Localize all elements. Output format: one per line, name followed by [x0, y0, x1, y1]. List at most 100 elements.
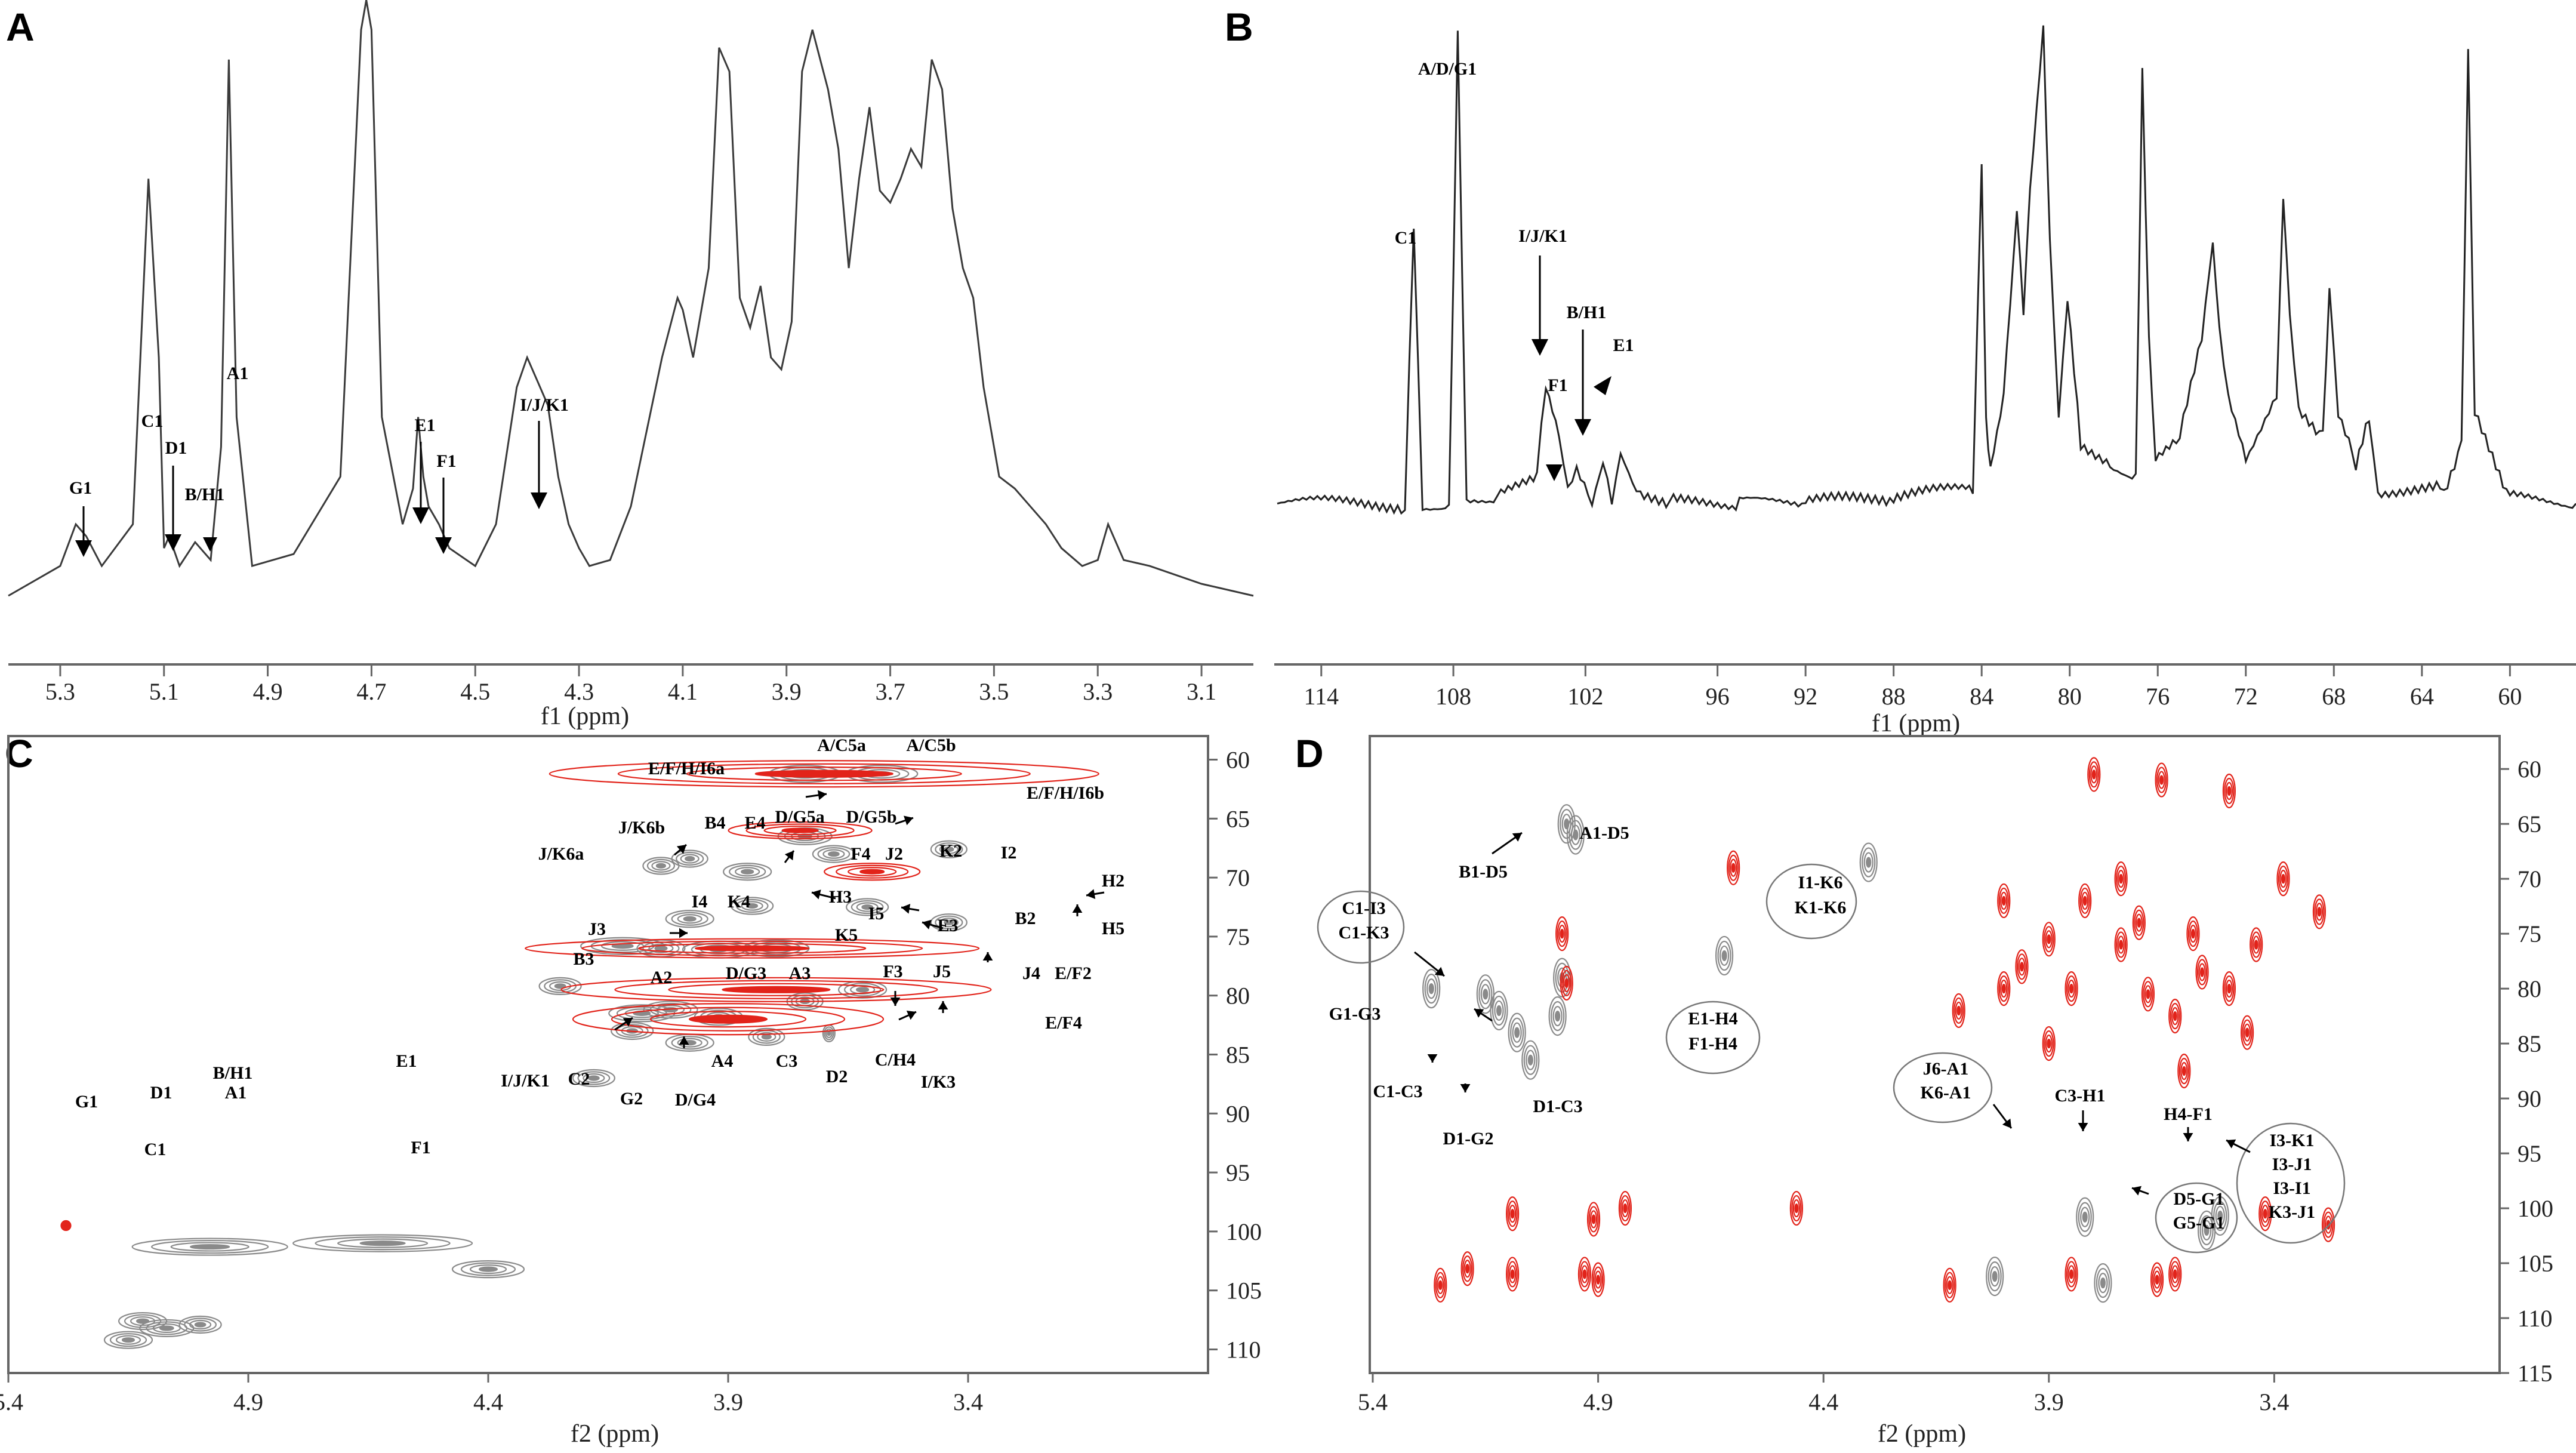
- panel-d-frame: [1369, 735, 2501, 1374]
- red-cross-peak: [1727, 850, 1740, 885]
- label-d1: D1: [165, 438, 187, 458]
- panel-b-tick-label: 88: [1882, 683, 1906, 710]
- peak-arrow: [811, 889, 836, 900]
- label-f1: F1: [1548, 375, 1567, 395]
- gray-cross-peak: [572, 1069, 615, 1088]
- correlation-label: J6-A1: [1923, 1059, 1969, 1079]
- peak-label: J/K6a: [538, 844, 584, 864]
- gray-cross-peak: [846, 898, 889, 916]
- peak-label: K5: [835, 925, 858, 945]
- peak-label: B4: [704, 813, 725, 833]
- label-bh1: B/H1: [185, 485, 225, 504]
- peak-arrow: [901, 904, 920, 914]
- correlation-label: K1-K6: [1795, 898, 1847, 918]
- peak-label: J/K6b: [618, 818, 665, 838]
- panel-a-tick-label: 3.3: [1083, 678, 1113, 705]
- red-cross-peak: [1591, 1262, 1605, 1297]
- label-group-ellipse: [2236, 1122, 2346, 1244]
- panel-b-13c-spectrum: 114 108 102 96 92 88 84 80 76 72 68 64 60 f1 (ppm) C…: [1274, 25, 2576, 737]
- panel-a-tick-label: 4.9: [253, 678, 283, 705]
- x-tick-label: 4.9: [1583, 1389, 1613, 1415]
- label-c1: C1: [1395, 228, 1417, 248]
- y-tick-label: 90: [2518, 1085, 2541, 1112]
- label-group-ellipse: [2155, 1182, 2238, 1254]
- gray-cross-peak: [118, 1312, 168, 1331]
- gray-cross-peak: [1566, 815, 1585, 855]
- y-tick-label: 80: [1226, 983, 1250, 1009]
- y-tick-label: 65: [1226, 805, 1250, 832]
- y-tick-label: 85: [1226, 1042, 1250, 1069]
- peak-label: E4: [744, 813, 765, 833]
- red-cross-peak: [1997, 883, 2011, 919]
- peak-label: I5: [868, 904, 885, 923]
- peak-label: J2: [885, 844, 903, 864]
- gray-cross-peak: [1476, 974, 1495, 1014]
- peak-label: A3: [789, 963, 811, 983]
- panel-a-spectrum-line: [8, 0, 1254, 597]
- peak-label: E/F4: [1045, 1013, 1082, 1033]
- correlation-label: A1-D5: [1579, 823, 1629, 843]
- peak-label: D1: [150, 1083, 172, 1103]
- gray-cross-peak: [642, 857, 680, 875]
- red-cross-peak: [2141, 977, 2155, 1012]
- red-cross-peak: [2222, 773, 2236, 809]
- gray-cross-peak: [1859, 842, 1878, 882]
- correlation-label: D5-G1: [2174, 1189, 2224, 1209]
- red-cross-peak: [2114, 861, 2128, 897]
- correlation-label: I3-K1: [2270, 1131, 2315, 1150]
- peak-label: H5: [1102, 919, 1124, 938]
- red-cross-peak: [2177, 1053, 2191, 1089]
- label-group-ellipse: [1317, 890, 1405, 964]
- peak-arrow: [805, 790, 827, 801]
- correlation-label: I3-J1: [2272, 1155, 2312, 1174]
- panel-b-tick-label: 68: [2322, 683, 2346, 710]
- y-tick-label: 85: [2518, 1030, 2541, 1057]
- red-cross-peak: [1586, 1202, 1601, 1237]
- correlation-arrow: [1474, 1008, 1493, 1022]
- red-cross-peak: [560, 977, 992, 1002]
- gray-cross-peak: [1557, 804, 1576, 844]
- y-tick-label: 95: [1226, 1159, 1250, 1186]
- gray-cross-peak: [748, 1027, 785, 1046]
- correlation-label: F1-H4: [1688, 1034, 1737, 1054]
- x-tick-label: 3.9: [2034, 1389, 2064, 1415]
- label-f1: F1: [436, 451, 456, 471]
- red-cross-peak: [2258, 1196, 2272, 1232]
- peak-label: B/H1: [213, 1063, 253, 1083]
- panel-b-tick-label: 60: [2498, 683, 2522, 710]
- y-tick-label: 90: [1226, 1100, 1250, 1127]
- red-cross-peak: [1952, 993, 1965, 1029]
- peak-label: B2: [1015, 909, 1036, 928]
- panel-c-hsqc: 5.4 4.9 4.4 3.9 3.4 60 65 70 75 80 85 90 95 100 105 110…: [0, 735, 1262, 1448]
- peak-arrow: [674, 844, 687, 856]
- panel-b-tick-label: 92: [1794, 683, 1817, 710]
- peak-label: C/H4: [875, 1050, 916, 1070]
- label-c1: C1: [141, 411, 164, 431]
- peak-label: I2: [1001, 843, 1017, 863]
- y-tick-label: 115: [2518, 1360, 2553, 1387]
- y-tick-label: 70: [2518, 866, 2541, 892]
- panel-label-a: A: [6, 5, 35, 49]
- x-tick-label: 4.4: [1808, 1389, 1838, 1415]
- gray-cross-peak: [1422, 969, 1441, 1009]
- peak-arrow: [1086, 889, 1105, 899]
- gray-cross-peak: [930, 913, 967, 932]
- peak-arrow: [1072, 904, 1083, 916]
- correlation-label: I3-I1: [2273, 1178, 2310, 1198]
- correlation-label: H4-F1: [2164, 1104, 2213, 1124]
- panel-a-tick-label: 3.5: [979, 678, 1009, 705]
- panel-b-tick-label: 96: [1706, 683, 1730, 710]
- panel-a-1h-spectrum: 5.3 5.1 4.9 4.7 4.5 4.3 4.1 3.9 3.7 3.5 3.3 3.1 f1 …: [8, 0, 1254, 730]
- panel-a-tick-label: 4.7: [356, 678, 386, 705]
- red-cross-peak: [2186, 916, 2200, 952]
- correlation-label: I1-K6: [1798, 873, 1843, 892]
- red-cross-peak: [572, 1003, 885, 1036]
- red-cross-peak: [2168, 1257, 2182, 1292]
- peak-label: D/G5b: [846, 807, 896, 827]
- gray-cross-peak: [1521, 1040, 1540, 1080]
- panel-c-labels: A/C5a A/C5b E/F/H/I6a E/F/H/I6b D/G5a D/G5b J/…: [75, 735, 1124, 1159]
- peak-label: I/K3: [921, 1072, 956, 1092]
- panel-a-tick-label: 3.1: [1187, 678, 1216, 705]
- correlation-label: K3-J1: [2269, 1202, 2315, 1222]
- x-tick-label: 5.4: [0, 1389, 23, 1415]
